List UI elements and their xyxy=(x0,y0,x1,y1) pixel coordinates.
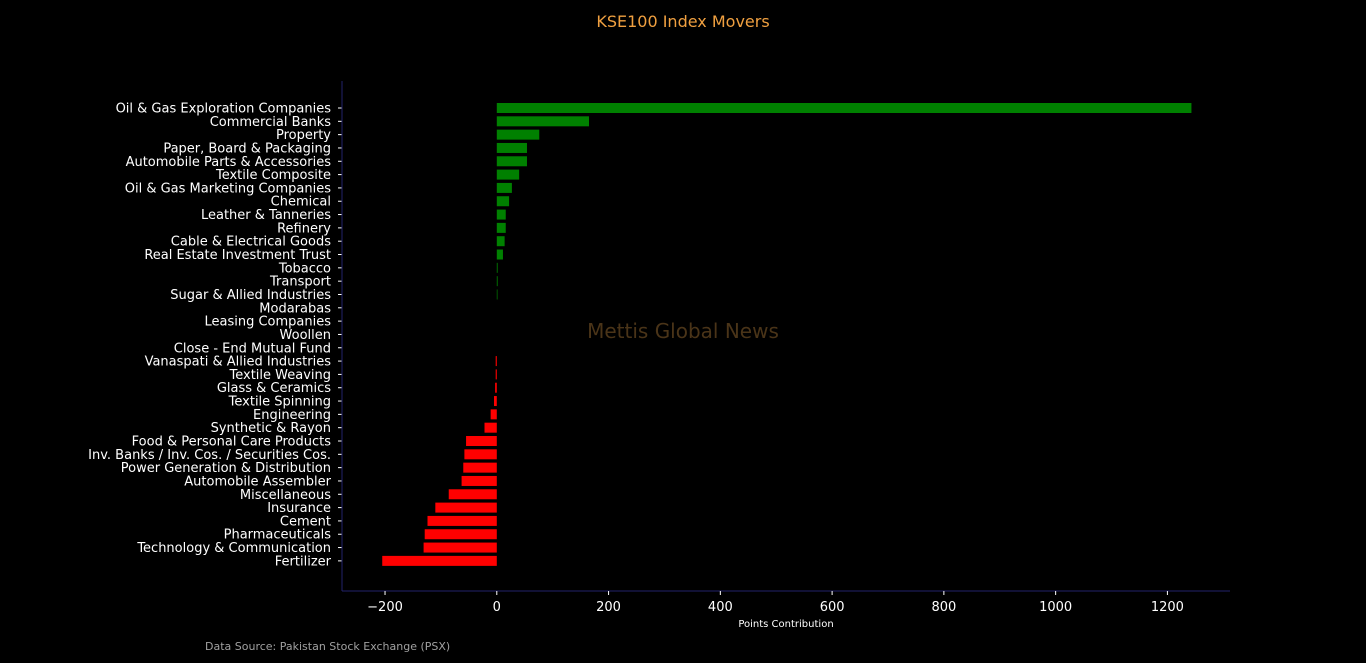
bar xyxy=(495,382,497,393)
category-label: Food & Personal Care Products xyxy=(132,435,332,450)
category-label: Real Estate Investment Trust xyxy=(144,248,331,263)
bar xyxy=(496,289,498,300)
category-label: Tobacco xyxy=(278,261,331,276)
bar xyxy=(461,475,497,486)
bar xyxy=(496,236,505,247)
category-label: Textile Composite xyxy=(215,168,331,183)
category-label: Inv. Banks / Inv. Cos. / Securities Cos. xyxy=(88,448,331,463)
category-label: Cable & Electrical Goods xyxy=(171,235,331,250)
category-label: Pharmaceuticals xyxy=(224,528,332,543)
category-label: Synthetic & Rayon xyxy=(211,421,331,436)
category-label: Engineering xyxy=(253,408,331,423)
category-label: Oil & Gas Exploration Companies xyxy=(116,102,332,117)
x-axis-ticks: −200 0 200 400 600 800 1000 1200 xyxy=(367,591,1184,615)
chart-title: KSE100 Index Movers xyxy=(596,12,769,31)
bar xyxy=(495,356,497,367)
category-label: Fertilizer xyxy=(275,554,332,569)
bar xyxy=(496,249,503,260)
bar xyxy=(463,462,497,473)
bar xyxy=(424,529,497,540)
bar xyxy=(494,396,497,407)
x-tick-label: 800 xyxy=(931,600,956,615)
bar xyxy=(496,156,527,167)
category-label: Textile Weaving xyxy=(229,368,332,383)
bar xyxy=(496,129,540,140)
x-tick-label: 600 xyxy=(820,600,845,615)
watermark-text: Mettis Global News xyxy=(587,319,779,343)
category-label: Vanaspati & Allied Industries xyxy=(145,355,332,370)
bar xyxy=(496,222,506,233)
x-tick-label: 200 xyxy=(596,600,621,615)
x-axis-label: Points Contribution xyxy=(738,619,833,630)
x-tick-label: −200 xyxy=(367,600,403,615)
bar xyxy=(496,182,512,193)
category-label: Technology & Communication xyxy=(136,541,331,556)
bar xyxy=(496,196,510,207)
bar xyxy=(496,116,590,127)
bar xyxy=(466,436,497,446)
data-source-note: Data Source: Pakistan Stock Exchange (PS… xyxy=(205,640,450,653)
category-labels: Oil & Gas Exploration CompaniesCommercia… xyxy=(88,102,342,569)
category-label: Textile Spinning xyxy=(228,395,331,410)
bar xyxy=(427,515,497,526)
category-label: Paper, Board & Packaging xyxy=(163,141,331,156)
category-label: Cement xyxy=(280,514,331,529)
bar xyxy=(496,209,506,220)
bars-group xyxy=(382,103,1192,566)
category-label: Insurance xyxy=(267,501,331,516)
bar xyxy=(496,142,527,153)
category-label: Sugar & Allied Industries xyxy=(170,288,331,303)
category-label: Glass & Ceramics xyxy=(217,381,331,396)
category-label: Automobile Parts & Accessories xyxy=(126,155,332,170)
bar xyxy=(484,422,497,433)
bar xyxy=(496,262,498,273)
category-label: Modarabas xyxy=(259,301,331,316)
category-label: Property xyxy=(276,128,331,143)
bar xyxy=(382,555,497,566)
category-label: Woollen xyxy=(280,328,331,343)
bar xyxy=(496,169,520,180)
bar xyxy=(496,276,498,287)
bar xyxy=(448,489,497,500)
bar xyxy=(495,369,497,380)
bar xyxy=(490,409,497,420)
bar xyxy=(496,103,1192,113)
category-label: Leather & Tanneries xyxy=(201,208,331,223)
x-tick-label: 1200 xyxy=(1151,600,1184,615)
bar xyxy=(464,449,497,460)
x-tick-label: 0 xyxy=(493,600,501,615)
category-label: Power Generation & Distribution xyxy=(121,461,331,476)
category-label: Oil & Gas Marketing Companies xyxy=(125,181,331,196)
category-label: Chemical xyxy=(271,195,331,210)
bar xyxy=(435,502,497,513)
category-label: Automobile Assembler xyxy=(184,474,331,489)
x-tick-label: 400 xyxy=(708,600,733,615)
bar xyxy=(423,542,497,553)
category-label: Close - End Mutual Fund xyxy=(174,341,331,356)
category-label: Leasing Companies xyxy=(204,315,331,330)
category-label: Miscellaneous xyxy=(240,488,331,503)
category-label: Refinery xyxy=(277,221,331,236)
category-label: Commercial Banks xyxy=(210,115,332,130)
x-tick-label: 1000 xyxy=(1039,600,1072,615)
category-label: Transport xyxy=(269,275,331,290)
